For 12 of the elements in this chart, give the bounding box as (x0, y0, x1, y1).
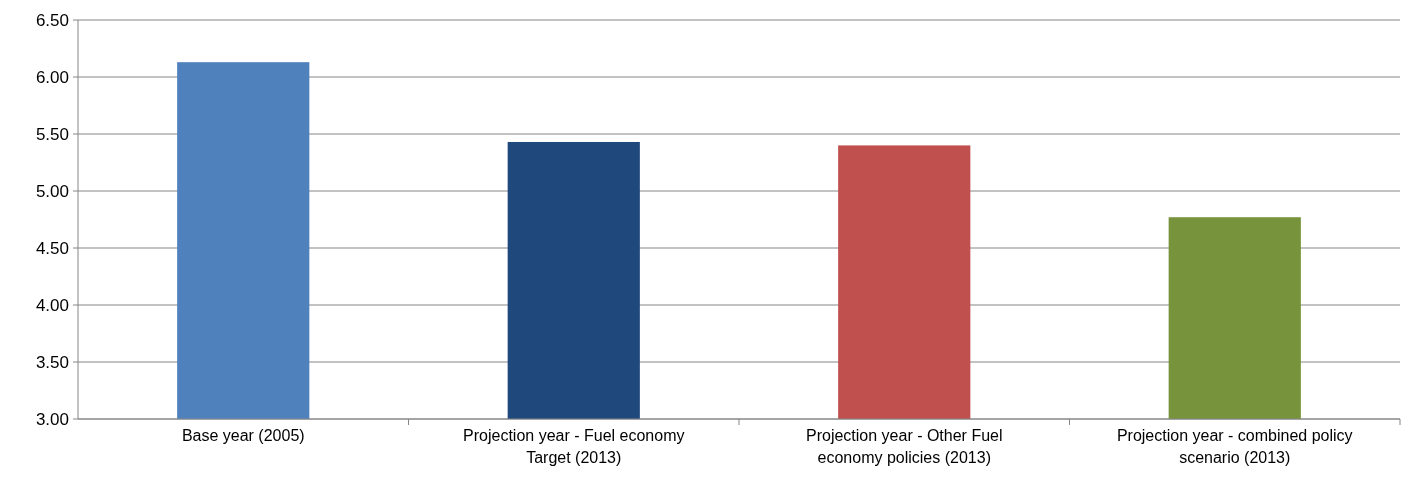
x-tick-label: Projection year - combined policy scenario (2013) (1116, 427, 1353, 466)
x-tick-label: Projection year - Other Fuel economy policies (2013) (805, 427, 1003, 466)
x-tick-label: Base year (2005) (181, 427, 305, 444)
y-tick-label: 4.00 (35, 295, 69, 315)
x-tick-label: Projection year - Fuel economy Target (2013) (463, 427, 685, 466)
y-tick-label: 3.50 (35, 352, 69, 372)
y-tick-label: 3.00 (35, 409, 69, 429)
y-tick-label: 6.00 (35, 67, 69, 87)
y-tick-label: 6.50 (35, 10, 69, 30)
y-tick-label: 4.50 (35, 238, 69, 258)
y-tick-label: 5.00 (35, 181, 69, 201)
y-tick-label: 5.50 (35, 124, 69, 144)
